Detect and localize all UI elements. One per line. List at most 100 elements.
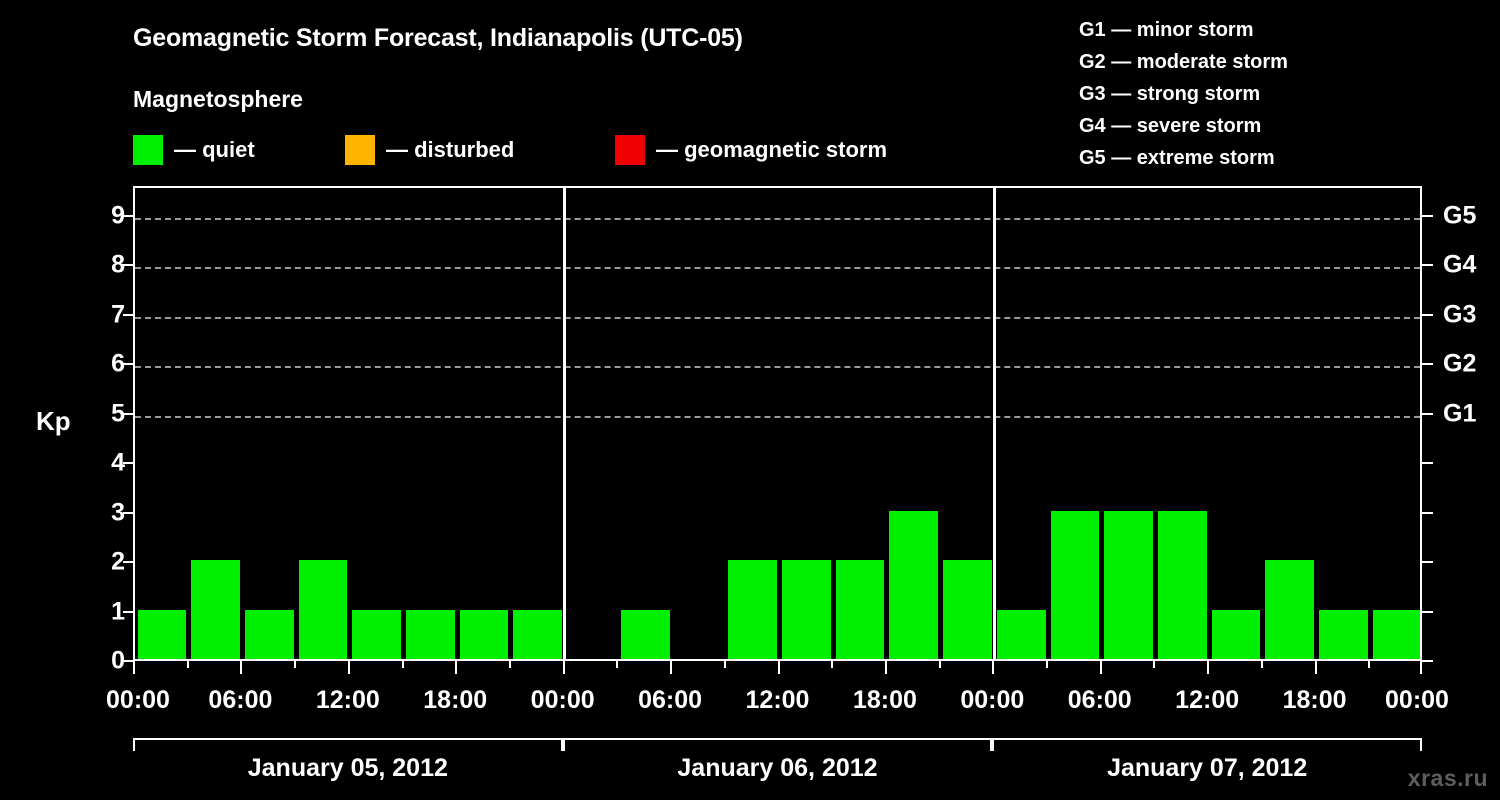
day-divider-1 xyxy=(563,188,567,659)
y-tick-mark-8 xyxy=(123,264,133,267)
x-tick-label-7: 18:00 xyxy=(852,686,917,714)
right-tick-mark-8 xyxy=(1421,264,1433,267)
y-tick-label-6: 6 xyxy=(111,349,125,378)
g-tick-label-g2: G2 xyxy=(1443,349,1477,378)
disturbed-swatch-icon xyxy=(345,135,375,165)
g-tick-label-g1: G1 xyxy=(1443,399,1477,428)
day-bracket-3 xyxy=(992,738,1422,751)
x-tick-8 xyxy=(562,661,565,674)
x-tick-13 xyxy=(831,661,834,668)
x-tick-3 xyxy=(294,661,297,668)
legend-gscale-g4: G4 — severe storm xyxy=(1079,115,1262,137)
bar xyxy=(1050,510,1100,659)
x-axis-tick-marks xyxy=(133,661,1422,675)
bar xyxy=(191,560,240,659)
bar xyxy=(1157,510,1207,659)
x-tick-label-3: 18:00 xyxy=(423,686,488,714)
x-axis-tick-labels: 00:00 06:00 12:00 18:00 00:00 06:00 12:00 18:00… xyxy=(0,686,1500,720)
y-tick-mark-7 xyxy=(123,313,133,316)
right-tick-mark-1 xyxy=(1421,610,1433,613)
right-tick-mark-3 xyxy=(1421,511,1433,514)
bar xyxy=(1104,510,1153,659)
page-title: Geomagnetic Storm Forecast, Indianapolis… xyxy=(133,24,743,52)
g-tick-label-g5: G5 xyxy=(1443,201,1477,230)
x-tick-10 xyxy=(670,661,673,674)
storm-swatch-icon xyxy=(615,135,645,165)
legend-entry-quiet: — quiet xyxy=(133,134,255,166)
bar xyxy=(459,609,509,659)
y-tick-mark-2 xyxy=(123,561,133,564)
x-tick-label-10: 12:00 xyxy=(1175,686,1240,714)
bar xyxy=(943,560,992,659)
y-tick-label-1: 1 xyxy=(111,597,125,626)
y-axis-tick-labels: 0 1 2 3 4 5 6 7 8 9 xyxy=(63,186,125,674)
date-label-3: January 07, 2012 xyxy=(1107,754,1308,782)
gridline-kp-9 xyxy=(135,217,1420,220)
y-tick-label-4: 4 xyxy=(111,448,125,477)
date-labels: January 05, 2012 January 06, 2012 January … xyxy=(133,754,1422,794)
day-bracket-1 xyxy=(133,738,563,751)
bar xyxy=(889,510,939,659)
legend-gscale-g3: G3 — strong storm xyxy=(1079,83,1261,105)
x-tick-9 xyxy=(616,661,619,668)
legend-label-storm: — geomagnetic storm xyxy=(656,137,888,162)
bar xyxy=(782,560,831,659)
g-tick-label-g4: G4 xyxy=(1443,250,1477,279)
bar xyxy=(620,609,670,659)
legend-label-quiet: — quiet xyxy=(174,137,255,162)
y-tick-mark-3 xyxy=(123,511,133,514)
plot-inner xyxy=(135,188,1420,659)
y-tick-mark-5 xyxy=(123,412,133,415)
plot-area xyxy=(133,186,1422,661)
y-tick-mark-1 xyxy=(123,610,133,613)
x-tick-1 xyxy=(186,661,189,668)
x-tick-19 xyxy=(1153,661,1156,668)
gridline-kp-5 xyxy=(135,415,1420,418)
x-tick-label-4: 00:00 xyxy=(530,686,595,714)
bar xyxy=(352,609,402,659)
x-tick-21 xyxy=(1260,661,1263,668)
x-tick-label-0: 00:00 xyxy=(106,686,170,714)
x-tick-0 xyxy=(133,661,135,674)
x-tick-label-12: 00:00 xyxy=(1385,686,1449,714)
y-tick-mark-0 xyxy=(123,660,133,662)
x-tick-18 xyxy=(1099,661,1102,674)
g-tick-label-g3: G3 xyxy=(1443,300,1477,329)
y-tick-mark-6 xyxy=(123,363,133,366)
date-label-1: January 05, 2012 xyxy=(247,754,448,782)
bar xyxy=(728,560,777,659)
right-tick-mark-4 xyxy=(1421,462,1433,465)
y-tick-mark-9 xyxy=(123,214,133,217)
day-brackets xyxy=(133,738,1422,752)
bar xyxy=(513,609,563,659)
x-tick-7 xyxy=(508,661,511,668)
x-tick-15 xyxy=(938,661,941,668)
bar xyxy=(835,560,885,659)
legend-gscale-g1: G1 — minor storm xyxy=(1079,19,1254,41)
legend-gscale-g5: G5 — extreme storm xyxy=(1079,147,1275,169)
x-tick-2 xyxy=(240,661,243,674)
right-tick-mark-2 xyxy=(1421,561,1433,564)
x-tick-12 xyxy=(777,661,780,674)
date-label-2: January 06, 2012 xyxy=(677,754,878,782)
legend-gscale-g2: G2 — moderate storm xyxy=(1079,51,1288,73)
gridline-kp-6 xyxy=(135,366,1420,369)
right-axis-tick-marks xyxy=(1421,186,1435,662)
day-divider-2 xyxy=(992,188,996,659)
x-tick-label-2: 12:00 xyxy=(315,686,380,714)
x-tick-label-5: 06:00 xyxy=(638,686,703,714)
x-tick-label-9: 06:00 xyxy=(1067,686,1132,714)
x-tick-17 xyxy=(1046,661,1049,668)
watermark: xras.ru xyxy=(1407,765,1488,791)
x-tick-16 xyxy=(992,661,995,674)
y-tick-label-5: 5 xyxy=(111,399,125,428)
x-tick-11 xyxy=(723,661,726,668)
x-tick-label-8: 00:00 xyxy=(960,686,1025,714)
y-tick-label-9: 9 xyxy=(111,201,125,230)
right-tick-mark-7 xyxy=(1421,313,1433,316)
right-tick-mark-6 xyxy=(1421,363,1433,366)
bar xyxy=(1372,609,1420,659)
y-tick-label-2: 2 xyxy=(111,547,125,576)
right-tick-mark-9 xyxy=(1421,214,1433,217)
